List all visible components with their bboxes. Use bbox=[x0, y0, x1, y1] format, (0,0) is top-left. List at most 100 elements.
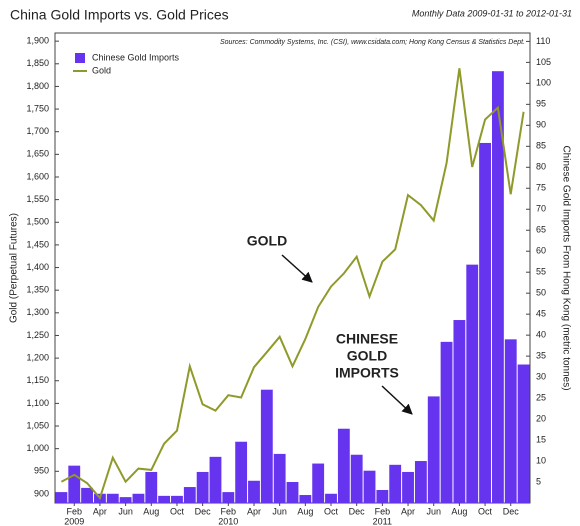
y-tick-label: 1,800 bbox=[26, 81, 49, 91]
y2-tick-label: 90 bbox=[536, 120, 546, 130]
x-tick-label: Feb bbox=[66, 506, 82, 516]
y2-tick-label: 75 bbox=[536, 183, 546, 193]
y-axis-label: Gold (Perpetual Futures) bbox=[9, 213, 20, 323]
y-tick-label: 1,900 bbox=[26, 36, 49, 46]
y2-tick-label: 30 bbox=[536, 371, 546, 381]
x-tick-label: Feb bbox=[221, 506, 237, 516]
y2-tick-label: 10 bbox=[536, 455, 546, 465]
x-year-label: 2011 bbox=[373, 516, 392, 526]
y-tick-label: 1,500 bbox=[26, 217, 49, 227]
bar bbox=[222, 492, 235, 503]
y-tick-label: 1,450 bbox=[26, 239, 49, 249]
x-tick-label: Aug bbox=[297, 506, 313, 516]
x-tick-label: Jun bbox=[118, 506, 133, 516]
bar bbox=[414, 461, 427, 503]
line bbox=[60, 68, 525, 501]
bar bbox=[260, 389, 273, 503]
y-tick-label: 1,250 bbox=[26, 330, 49, 340]
y-tick-label: 1,000 bbox=[26, 443, 49, 453]
y2-tick-label: 70 bbox=[536, 204, 546, 214]
y2-tick-label: 55 bbox=[536, 267, 546, 277]
bar bbox=[209, 456, 222, 503]
y-tick-label: 1,550 bbox=[26, 194, 49, 204]
bar bbox=[479, 142, 491, 504]
y-tick-label: 1,350 bbox=[26, 285, 49, 295]
y-tick-label: 900 bbox=[34, 488, 49, 498]
x-tick-label: Apr bbox=[247, 506, 261, 516]
y-tick-label: 1,400 bbox=[26, 262, 49, 272]
bar bbox=[376, 489, 389, 503]
gold-arrow bbox=[281, 254, 313, 283]
y-tick-label: 1,200 bbox=[26, 352, 49, 362]
y-tick-label: 950 bbox=[34, 466, 49, 476]
chart-title: China Gold Imports vs. Gold Prices bbox=[10, 7, 229, 23]
bar bbox=[504, 339, 517, 503]
bar bbox=[273, 453, 286, 503]
y2-tick-label: 45 bbox=[536, 309, 546, 319]
gold-annotation: GOLD bbox=[247, 233, 287, 249]
bar bbox=[183, 487, 196, 503]
bar bbox=[440, 341, 453, 503]
x-year-label: 2009 bbox=[64, 516, 84, 526]
y-tick-label: 1,050 bbox=[26, 420, 49, 430]
bar bbox=[145, 471, 158, 503]
y2-tick-label: 5 bbox=[536, 476, 541, 486]
bar bbox=[286, 482, 299, 503]
bar bbox=[68, 465, 81, 503]
legend-label: Chinese Gold Imports bbox=[92, 52, 180, 62]
bar bbox=[350, 454, 363, 503]
y2-tick-label: 80 bbox=[536, 162, 546, 172]
legend-label: Gold bbox=[92, 65, 111, 75]
bar bbox=[196, 471, 209, 503]
y2-tick-label: 85 bbox=[536, 141, 546, 151]
x-tick-label: Apr bbox=[93, 506, 107, 516]
y-tick-label: 1,150 bbox=[26, 375, 49, 385]
y2-tick-label: 60 bbox=[536, 246, 546, 256]
bar bbox=[171, 495, 183, 503]
bar bbox=[402, 471, 414, 503]
y-tick-label: 1,300 bbox=[26, 307, 49, 317]
y2-tick-label: 20 bbox=[536, 413, 546, 423]
y2-tick-label: 35 bbox=[536, 351, 546, 361]
bar bbox=[466, 264, 479, 503]
bar bbox=[517, 364, 530, 503]
imports-arrow bbox=[381, 385, 413, 415]
x-tick-label: Oct bbox=[478, 506, 493, 516]
imports-annotation: IMPORTS bbox=[335, 365, 399, 381]
y-tick-label: 1,850 bbox=[26, 58, 49, 68]
y-tick-label: 1,750 bbox=[26, 103, 49, 113]
bar bbox=[81, 487, 94, 503]
bar bbox=[312, 463, 325, 503]
y2-tick-label: 65 bbox=[536, 225, 546, 235]
bar bbox=[325, 493, 337, 503]
y2-tick-label: 110 bbox=[536, 36, 550, 46]
y-tick-label: 1,700 bbox=[26, 126, 49, 136]
bar bbox=[363, 470, 376, 503]
legend-swatch bbox=[75, 53, 85, 63]
bar bbox=[337, 428, 350, 503]
bar bbox=[158, 495, 171, 503]
x-tick-label: Dec bbox=[195, 506, 212, 516]
x-tick-label: Aug bbox=[143, 506, 159, 516]
y2-tick-label: 105 bbox=[536, 57, 551, 67]
y-tick-label: 1,600 bbox=[26, 171, 49, 181]
source-note: Sources: Commodity Systems, Inc. (CSI), … bbox=[220, 39, 525, 46]
bar bbox=[106, 493, 119, 503]
bar bbox=[389, 464, 402, 503]
x-year-label: 2010 bbox=[218, 516, 238, 526]
imports-annotation: CHINESE bbox=[336, 331, 398, 347]
bar bbox=[299, 495, 312, 503]
x-tick-label: Dec bbox=[349, 506, 366, 516]
y2-tick-label: 25 bbox=[536, 392, 546, 402]
bar bbox=[427, 396, 440, 503]
y2-tick-label: 95 bbox=[536, 99, 546, 109]
bar bbox=[132, 493, 145, 503]
bar bbox=[248, 480, 260, 503]
x-tick-label: Oct bbox=[170, 506, 185, 516]
x-tick-label: Apr bbox=[401, 506, 415, 516]
y2-tick-label: 40 bbox=[536, 330, 546, 340]
chart-subtitle: Monthly Data 2009-01-31 to 2012-01-31 bbox=[412, 8, 572, 18]
y2-axis-label: Chinese Gold Imports From Hong Kong (met… bbox=[560, 145, 571, 390]
bar bbox=[119, 497, 132, 503]
